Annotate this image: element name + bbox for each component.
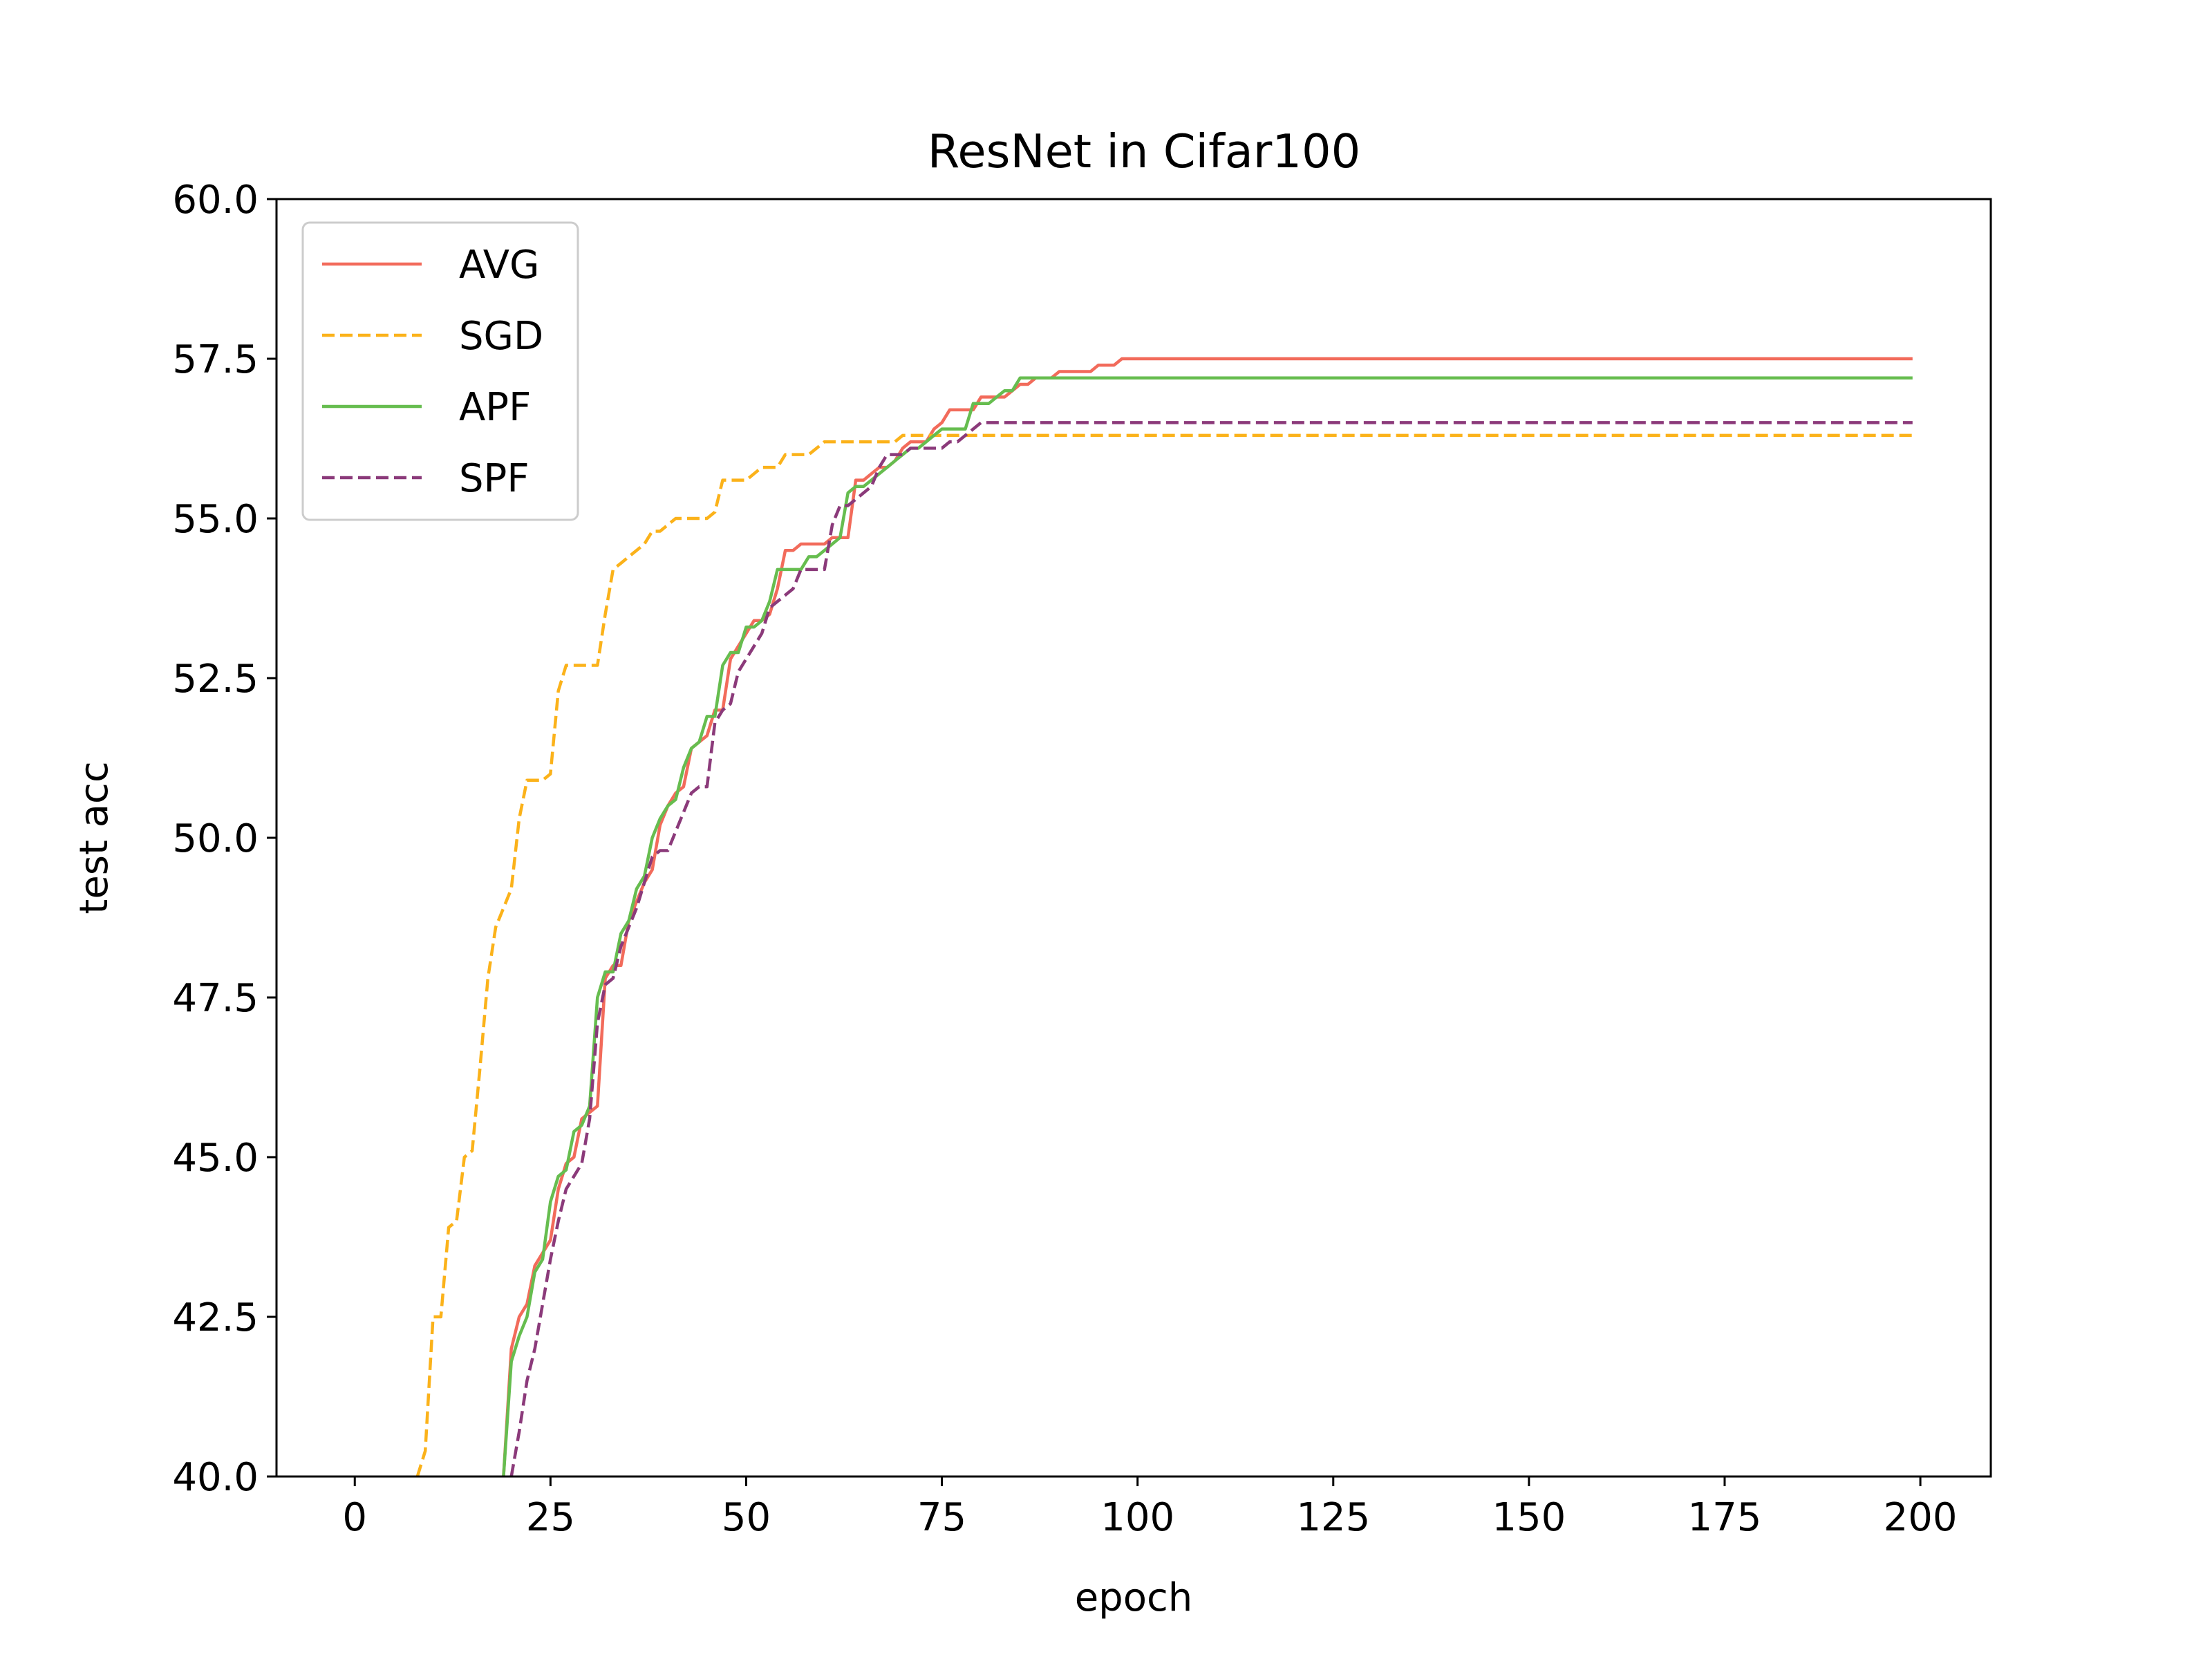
legend-label-spf: SPF	[459, 456, 529, 501]
x-tick-label: 75	[917, 1495, 966, 1540]
series-line-sgd	[415, 433, 1913, 1477]
y-tick-label: 40.0	[172, 1455, 259, 1500]
chart-title: ResNet in Cifar100	[928, 124, 1360, 178]
x-tick-label: 150	[1492, 1495, 1566, 1540]
y-tick-label: 57.5	[172, 337, 259, 382]
x-tick-label: 100	[1100, 1495, 1174, 1540]
series-line-spf	[509, 421, 1913, 1477]
y-axis-label: test acc	[72, 761, 117, 914]
legend-label-avg: AVG	[459, 243, 539, 288]
x-axis-label: epoch	[1075, 1575, 1193, 1620]
x-tick-label: 50	[722, 1495, 771, 1540]
legend-label-apf: APF	[459, 385, 531, 430]
series-layer	[415, 357, 1913, 1477]
x-tick-label: 200	[1884, 1495, 1958, 1540]
x-tick-label: 125	[1296, 1495, 1370, 1540]
y-tick-label: 47.5	[172, 976, 259, 1021]
y-tick-label: 52.5	[172, 657, 259, 702]
y-tick-label: 55.0	[172, 497, 259, 542]
x-tick-label: 0	[342, 1495, 367, 1540]
legend-box	[301, 221, 579, 521]
x-axis: 0 25 50 75 100 125 150 175 200	[342, 1477, 1958, 1540]
y-tick-label: 42.5	[172, 1295, 259, 1340]
y-axis: 40.0 42.5 45.0 47.5 50.0 52.5 55.0 57.5 60.0	[172, 178, 276, 1500]
series-line-apf	[502, 376, 1913, 1477]
legend: AVG SGD APF SPF	[301, 221, 579, 521]
legend-label-sgd: SGD	[459, 314, 543, 359]
x-tick-label: 25	[526, 1495, 575, 1540]
x-tick-label: 175	[1688, 1495, 1762, 1540]
y-tick-label: 50.0	[172, 816, 259, 861]
y-tick-label: 60.0	[172, 178, 259, 223]
y-tick-label: 45.0	[172, 1136, 259, 1181]
